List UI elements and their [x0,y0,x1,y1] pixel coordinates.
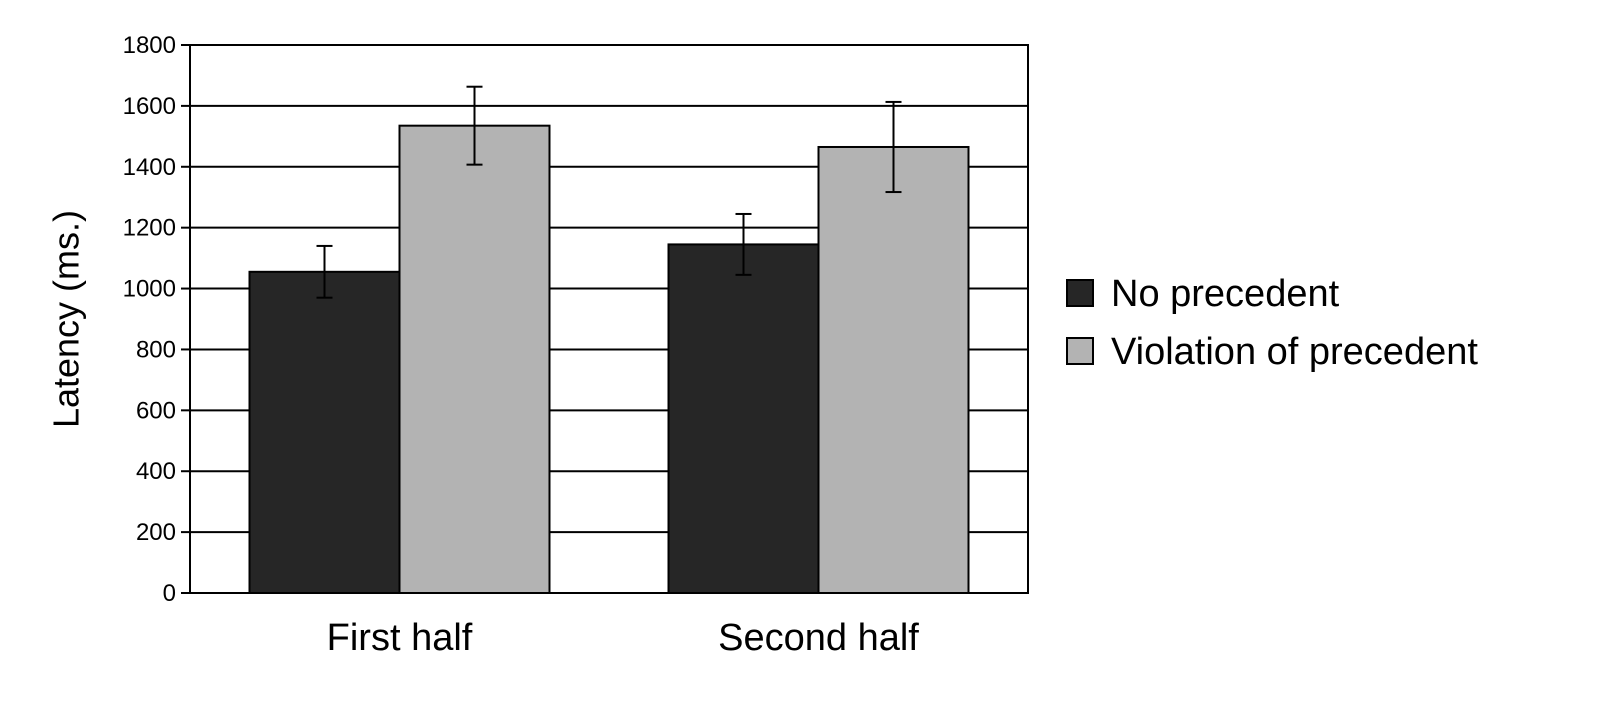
bars [248,124,970,595]
y-tick-label: 1000 [123,276,176,303]
y-tick-label: 200 [136,519,176,546]
plot-frame [189,44,1029,594]
x-category-label: Second half [718,617,919,659]
y-axis-title: Latency (ms.) [46,210,87,428]
y-tick-label: 400 [136,458,176,485]
y-tick-label: 1400 [123,154,176,181]
y-tick-label: 0 [163,580,176,607]
bar-no-precedent-2 [667,243,820,595]
y-tick-label: 1200 [123,215,176,242]
legend-swatch [1066,279,1094,307]
legend-label: Violation of precedent [1111,331,1478,373]
y-tick-label: 800 [136,336,176,363]
y-tick-label: 600 [136,397,176,424]
error-bars [316,85,902,299]
x-axis-labels: First half Second half [327,617,920,659]
y-axis-ticks: 0 200 400 600 800 1000 1200 1400 1600 1800 [123,32,190,607]
y-tick-label: 1800 [123,32,176,59]
legend-label: No precedent [1111,273,1340,315]
bar-violation-2 [817,145,970,594]
y-tick-label: 1600 [123,93,176,120]
bar-violation-1 [398,124,551,595]
x-category-label: First half [327,617,473,659]
bar-no-precedent-1 [248,270,401,594]
legend: No precedent Violation of precedent [1066,273,1478,373]
legend-swatch [1066,337,1094,365]
